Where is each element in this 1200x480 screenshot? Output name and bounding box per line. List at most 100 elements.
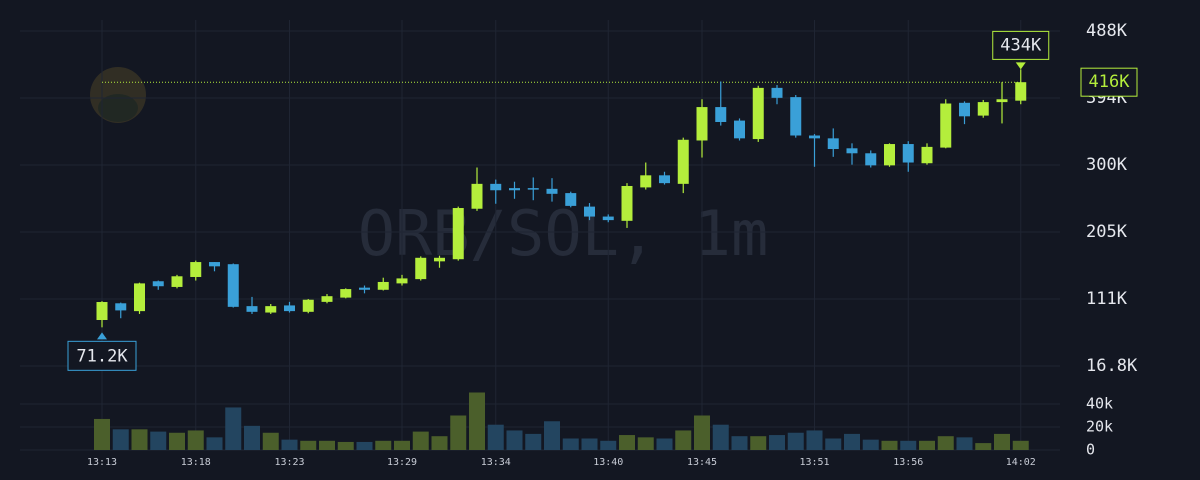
high-marker <box>1015 62 1026 70</box>
volume-bar <box>825 438 842 450</box>
candle-body <box>977 102 989 116</box>
candle-body <box>115 303 127 311</box>
candle-body <box>640 175 652 188</box>
volume-bar <box>281 439 298 450</box>
volume-tick-label: 20k <box>1086 418 1113 436</box>
volume-bar <box>975 443 992 450</box>
candle-body <box>321 296 333 302</box>
volume-bar <box>131 429 148 450</box>
volume-bar <box>600 440 617 450</box>
y-tick-label: 300K <box>1086 155 1128 175</box>
logo <box>90 67 146 123</box>
low-marker <box>97 332 107 340</box>
volume-bar <box>581 438 598 450</box>
volume-bar <box>506 430 523 450</box>
volume-bar <box>431 436 448 450</box>
volume-bar <box>750 436 767 450</box>
volume-bar <box>487 424 504 450</box>
volume-bar <box>319 440 335 450</box>
candle-body <box>359 287 370 290</box>
volume-bar <box>300 440 317 450</box>
volume-bar <box>562 438 579 450</box>
volume-bar <box>712 424 729 450</box>
x-tick-label: 13:51 <box>799 457 829 468</box>
x-tick-label: 13:18 <box>181 457 211 468</box>
candle-body <box>884 144 895 166</box>
volume-bar <box>225 407 242 450</box>
candle-body <box>584 206 595 217</box>
candle-body <box>396 278 408 284</box>
volume-bar <box>881 440 898 450</box>
candle-body <box>752 87 764 140</box>
candle-body <box>227 264 239 307</box>
volume-bar <box>412 431 429 450</box>
volume-bar <box>337 441 354 450</box>
candle-body <box>209 262 220 267</box>
candle-body <box>621 185 633 221</box>
volume-bar <box>375 440 392 450</box>
volume-bar <box>356 441 373 450</box>
volume-bar <box>900 440 917 450</box>
candle-body <box>340 289 352 298</box>
high-label: 434K <box>1000 35 1042 55</box>
volume-bar <box>656 438 673 450</box>
y-tick-label: 488K <box>1086 21 1128 41</box>
volume-bar <box>806 430 823 450</box>
candle-body <box>171 276 183 287</box>
x-tick-label: 13:29 <box>387 457 417 468</box>
volume-bar <box>394 440 410 450</box>
candle-body <box>509 188 520 191</box>
volume-bar <box>94 418 110 450</box>
volume-bar <box>469 392 485 450</box>
x-tick-label: 13:23 <box>274 457 304 468</box>
volume-bar <box>787 432 804 450</box>
volume-bar <box>844 433 860 450</box>
volume-bar <box>937 436 954 450</box>
candle-body <box>659 175 670 184</box>
candle-body <box>134 283 145 312</box>
candle-body <box>996 99 1008 103</box>
volume-bar <box>694 415 710 450</box>
volume-bar <box>675 430 692 450</box>
candle-body <box>921 146 933 164</box>
candle-body <box>415 257 427 280</box>
candle-body <box>546 188 558 194</box>
candle-body <box>284 305 295 312</box>
high-label-box <box>992 30 1050 60</box>
candle-body <box>490 183 502 191</box>
last-price-box <box>1080 67 1138 97</box>
volume-bar <box>731 436 748 450</box>
candle-body <box>152 281 164 287</box>
x-tick-label: 14:02 <box>1006 457 1036 468</box>
low-label: 71.2K <box>76 346 128 366</box>
candle-body <box>190 262 202 277</box>
volume-bar <box>619 435 635 450</box>
candle-body <box>452 208 464 260</box>
volume-bar <box>187 430 204 450</box>
candle-body <box>565 193 577 206</box>
candle-body <box>790 97 802 136</box>
volume-bar <box>1012 440 1029 450</box>
y-tick-label: 111K <box>1086 289 1128 309</box>
volume-bar <box>150 431 167 450</box>
candle-body <box>602 216 614 221</box>
volume-bar <box>112 429 129 450</box>
candle-body <box>865 153 877 166</box>
candle-body <box>434 257 445 262</box>
candle-body <box>302 299 314 312</box>
candle-body <box>809 135 820 139</box>
volume-bar <box>169 432 185 450</box>
candle-body <box>696 107 708 141</box>
volume-bar <box>262 432 279 450</box>
candle-body <box>902 144 914 163</box>
candle-body <box>265 306 277 313</box>
candle-body <box>96 302 108 321</box>
candle-body <box>771 87 783 98</box>
volume-bar <box>769 435 785 450</box>
volume-bar <box>956 437 973 450</box>
volume-bar <box>862 439 879 450</box>
volume-bar <box>544 421 560 450</box>
candle-body <box>940 103 952 148</box>
candle-body <box>827 138 839 150</box>
